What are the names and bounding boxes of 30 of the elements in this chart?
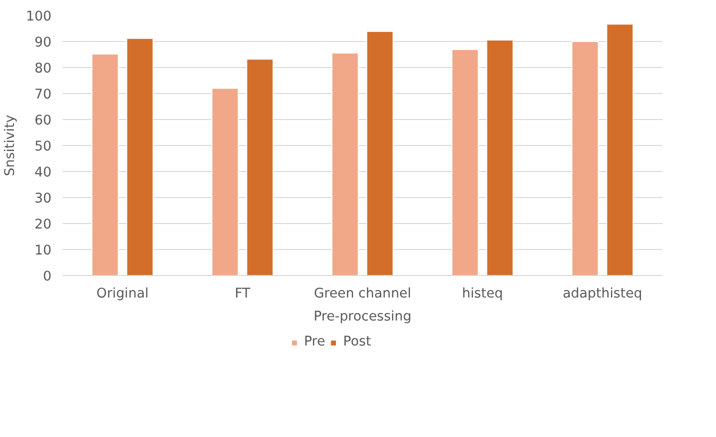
y-tick-label: 20 xyxy=(34,218,52,232)
x-tick-label: Original xyxy=(96,286,149,302)
bar xyxy=(91,53,119,276)
bar xyxy=(606,24,634,276)
x-tick-label: histeq xyxy=(462,286,503,302)
y-tick-label: 90 xyxy=(34,36,52,50)
y-tick-label: 40 xyxy=(34,166,52,180)
bar xyxy=(451,49,479,276)
legend-label: Pre xyxy=(304,334,326,350)
x-axis-title: Pre-processing xyxy=(314,310,412,324)
y-tick-label: 60 xyxy=(34,114,52,128)
x-tick-label: adapthisteq xyxy=(562,286,642,302)
y-tick-label: 70 xyxy=(34,88,52,102)
bar xyxy=(486,39,514,276)
legend-label: Post xyxy=(343,334,372,350)
x-tick-label: Green channel xyxy=(314,286,412,302)
y-tick-label: 30 xyxy=(34,192,52,206)
bar xyxy=(571,41,599,276)
y-tick-label: 50 xyxy=(34,140,52,154)
y-tick-label: 100 xyxy=(26,10,52,24)
bar xyxy=(126,38,154,276)
bar xyxy=(211,88,239,276)
bar xyxy=(366,30,394,276)
y-tick-label: 80 xyxy=(34,62,52,76)
y-axis-title: Snsitivity xyxy=(3,114,18,176)
y-tick-label: 10 xyxy=(34,244,52,258)
bar xyxy=(331,52,359,276)
y-tick-label: 0 xyxy=(43,270,52,284)
bar xyxy=(246,58,274,276)
x-tick-label: FT xyxy=(234,286,252,302)
